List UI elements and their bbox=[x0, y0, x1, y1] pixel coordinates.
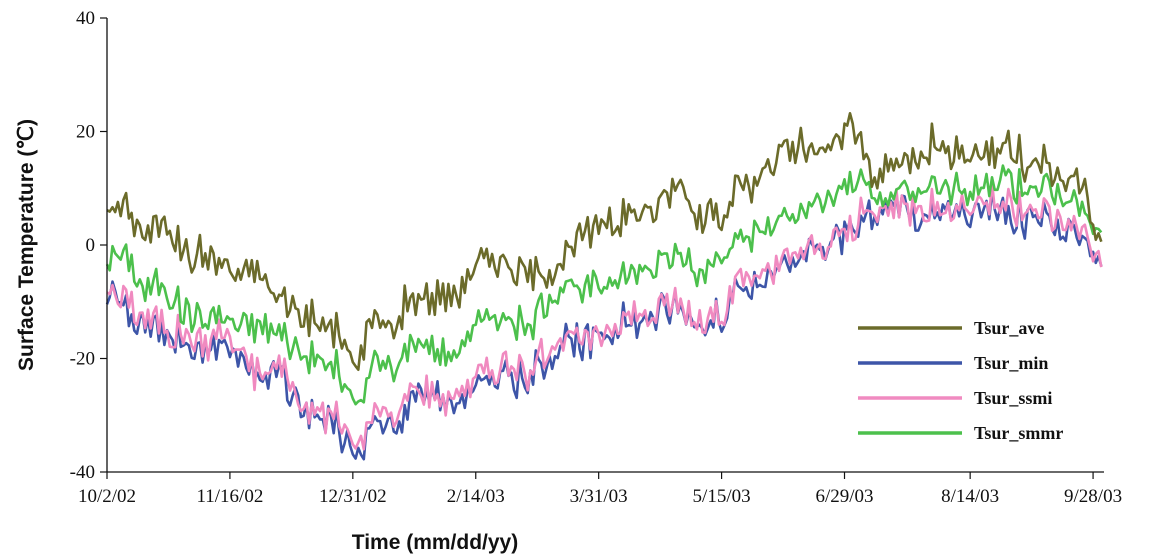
y-tick-label: -40 bbox=[70, 462, 95, 483]
series-line-tsur-ssmi bbox=[106, 180, 1103, 451]
series-line-tsur-smmr bbox=[105, 164, 1103, 406]
x-tick-label: 9/28/03 bbox=[1064, 486, 1122, 507]
legend-label-tsur-ssmi: Tsur_ssmi bbox=[974, 388, 1052, 408]
x-tick-label: 3/31/03 bbox=[570, 486, 628, 507]
y-axis-label: Surface Temperature (℃) bbox=[15, 119, 38, 371]
x-axis-label: Time (mm/dd/yy) bbox=[352, 531, 518, 554]
x-tick-label: 2/14/03 bbox=[447, 486, 505, 507]
legend-label-tsur-min: Tsur_min bbox=[974, 353, 1048, 373]
y-tick-label: 20 bbox=[76, 122, 95, 143]
tick-labels: 40 20 0 -20 -40 10/2/02 11/16/02 12/31/02 2/14/0… bbox=[70, 8, 1122, 507]
x-tick-label: 10/2/02 bbox=[78, 486, 136, 507]
legend-label-tsur-ave: Tsur_ave bbox=[974, 318, 1044, 338]
plot-area bbox=[105, 112, 1103, 461]
legend: Tsur_ave Tsur_min Tsur_ssmi Tsur_smmr bbox=[858, 318, 1063, 443]
y-tick-label: 0 bbox=[86, 235, 96, 256]
x-tick-label: 6/29/03 bbox=[815, 486, 873, 507]
y-tick-label: -20 bbox=[70, 349, 95, 370]
x-tick-label: 8/14/03 bbox=[941, 486, 999, 507]
series-line-tsur-ave bbox=[106, 112, 1103, 371]
legend-label-tsur-smmr: Tsur_smmr bbox=[974, 423, 1063, 443]
x-tick-label: 5/15/03 bbox=[693, 486, 751, 507]
x-tick-label: 12/31/02 bbox=[319, 486, 387, 507]
y-tick-label: 40 bbox=[76, 8, 95, 29]
x-tick-label: 11/16/02 bbox=[196, 486, 263, 507]
axes bbox=[100, 17, 1104, 479]
